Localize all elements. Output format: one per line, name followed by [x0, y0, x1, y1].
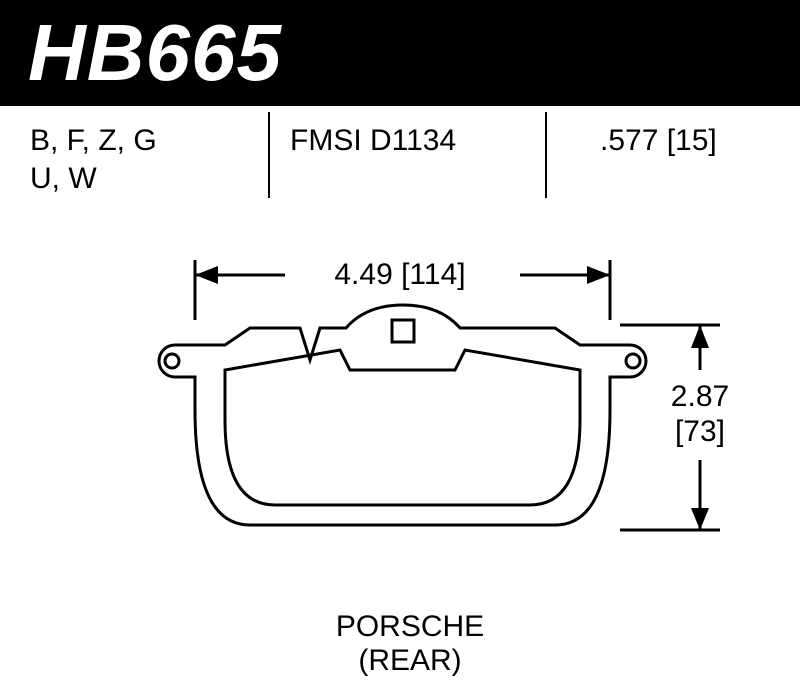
brake-pad-outline-icon — [159, 305, 646, 525]
width-dimension-icon — [195, 260, 610, 320]
technical-drawing — [0, 0, 800, 691]
